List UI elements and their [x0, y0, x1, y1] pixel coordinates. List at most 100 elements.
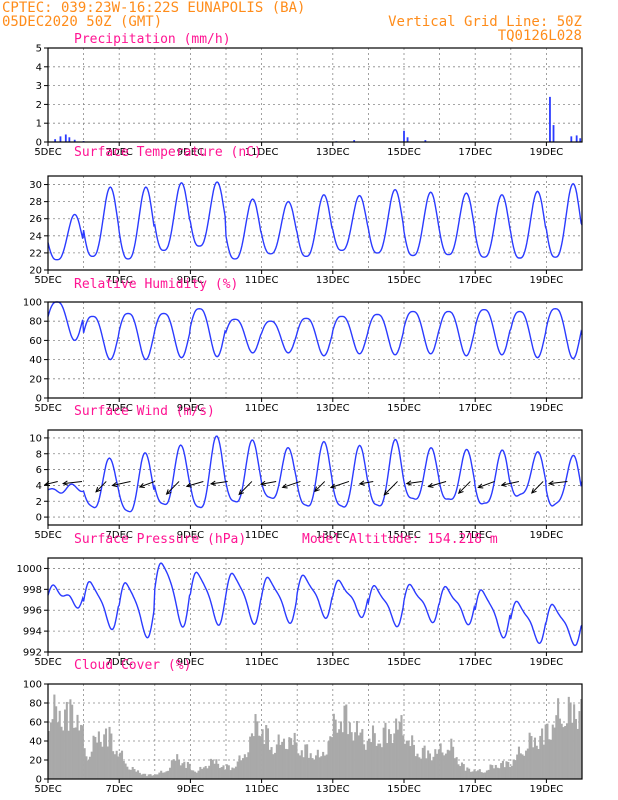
- cloud-bar: [256, 721, 259, 779]
- cloud-bar: [242, 758, 245, 779]
- y-tick-label: 22: [29, 248, 42, 259]
- panel-title: Surface Pressure (hPa): [74, 532, 246, 547]
- cloud-bar: [475, 771, 478, 779]
- cloud-bar: [298, 755, 302, 779]
- cloud-bar: [85, 756, 88, 779]
- cloud-bar: [373, 733, 376, 779]
- cloud-bar: [409, 746, 412, 779]
- cloud-bar: [208, 765, 211, 779]
- cloud-bar: [526, 748, 529, 779]
- cloud-bar: [72, 727, 75, 779]
- cloud-bar: [525, 750, 528, 779]
- y-tick-label: 80: [29, 699, 42, 710]
- cloud-bar: [247, 752, 250, 779]
- y-tick-label: 1: [36, 119, 42, 130]
- cloud-bar: [56, 722, 59, 779]
- wind-arrow-head: [238, 489, 245, 496]
- cloud-bar: [190, 770, 193, 779]
- cloud-bar: [510, 765, 513, 779]
- cloud-bar: [183, 761, 186, 779]
- x-tick-label: 19DEC: [530, 657, 564, 668]
- y-tick-label: 20: [29, 756, 42, 767]
- precip-bar: [549, 96, 551, 142]
- cloud-bar: [494, 764, 497, 779]
- cloud-bar: [421, 747, 424, 779]
- header-date: 05DEC2020 50Z (GMT): [2, 14, 162, 30]
- cloud-bar: [74, 727, 77, 779]
- y-tick-label: 26: [29, 214, 42, 225]
- cloud-bar: [393, 733, 396, 779]
- cloud-bar: [80, 724, 83, 779]
- x-tick-label: 19DEC: [530, 275, 564, 286]
- cloud-bar: [452, 746, 455, 779]
- x-tick-label: 15DEC: [387, 147, 421, 158]
- cloud-bar: [573, 704, 576, 779]
- cloud-bar: [245, 757, 248, 779]
- wind-arrow-head: [383, 489, 390, 496]
- y-tick-label: 0: [36, 513, 42, 524]
- cloud-bar: [149, 774, 152, 779]
- cloud-bar: [441, 752, 444, 779]
- cloud-bar: [537, 748, 540, 779]
- y-tick-label: 8: [36, 449, 42, 460]
- precip-bar: [552, 125, 555, 142]
- wind-arrow-head: [477, 483, 484, 489]
- cloud-bar: [546, 723, 549, 779]
- cloud-bar: [382, 727, 385, 779]
- cloud-bar: [476, 770, 480, 779]
- cloud-bar: [528, 732, 531, 779]
- cloud-bar: [295, 742, 298, 779]
- cloud-bar: [437, 749, 440, 779]
- cloud-bar: [434, 749, 437, 779]
- cloud-bar: [104, 728, 108, 779]
- x-tick-label: 11DEC: [245, 784, 279, 795]
- cloud-bar: [87, 760, 90, 779]
- x-tick-label: 19DEC: [530, 784, 564, 795]
- cloud-bar: [277, 734, 280, 779]
- cloud-bar: [387, 729, 391, 779]
- wind-arrow: [44, 480, 58, 486]
- cloud-bar: [551, 724, 554, 779]
- cloud-bar: [489, 764, 492, 779]
- cloud-bar: [284, 748, 287, 779]
- cloud-bar: [64, 709, 67, 779]
- cloud-bar: [444, 753, 448, 779]
- cloud-bar: [243, 754, 246, 779]
- cloud-bar: [160, 770, 163, 779]
- y-tick-label: 3: [36, 81, 42, 92]
- cloud-bar: [297, 753, 300, 779]
- cloud-bar: [496, 767, 499, 779]
- cloud-bar: [569, 702, 572, 779]
- cloud-bar: [315, 755, 318, 779]
- cloud-bar: [97, 731, 100, 779]
- cloud-bar: [291, 744, 294, 779]
- cloud-bar: [177, 760, 181, 779]
- cloud-bar: [380, 747, 383, 779]
- cloud-bar: [193, 771, 197, 779]
- cloud-bar: [478, 769, 481, 779]
- cloud-bar: [201, 768, 204, 779]
- cloud-bar: [122, 761, 125, 779]
- cloud-bar: [517, 746, 520, 779]
- cloud-bar: [443, 755, 446, 779]
- cloud-bar: [363, 744, 366, 779]
- cloud-bar: [290, 738, 293, 779]
- y-tick-label: 5: [36, 44, 42, 55]
- x-tick-label: 17DEC: [458, 403, 492, 414]
- cloud-bar: [338, 729, 341, 779]
- cloud-bar: [345, 704, 348, 779]
- cloud-bar: [533, 737, 537, 779]
- y-tick-label: 0: [36, 775, 42, 786]
- y-tick-label: 992: [23, 648, 42, 659]
- cloud-bar: [117, 756, 120, 779]
- cloud-bar: [370, 742, 373, 779]
- cloud-bar: [332, 713, 335, 779]
- panel-frame: [47, 47, 583, 143]
- cloud-bar: [272, 754, 275, 779]
- cloud-bar: [135, 771, 138, 779]
- y-tick-label: 28: [29, 197, 42, 208]
- precip-bar: [424, 140, 427, 142]
- cloud-bar: [316, 749, 319, 779]
- y-tick-label: 80: [29, 317, 42, 328]
